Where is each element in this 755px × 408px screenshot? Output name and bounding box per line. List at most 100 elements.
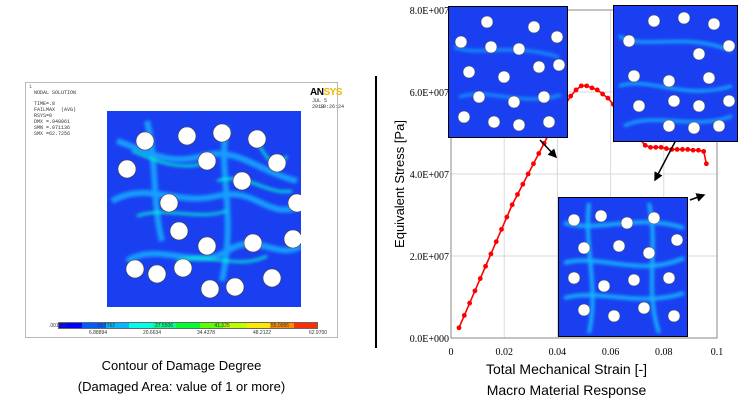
x-tick-0: 0: [449, 347, 454, 358]
data-point-1: [461, 313, 467, 318]
left-caption-line2: (Damaged Area: value of 1 or more): [77, 379, 286, 394]
data-point-22: [573, 87, 579, 93]
x-tick-4: 0.08: [655, 347, 673, 358]
data-point-8: [499, 226, 504, 232]
right-caption-line1: Total Mechanical Strain [-]: [485, 361, 648, 377]
data-point-10: [509, 202, 515, 208]
data-point-39: [664, 146, 669, 151]
x-tick-1: 0.02: [495, 347, 513, 358]
legend-swatch-10: [293, 323, 317, 328]
legend-lower-3: 48.2122: [252, 330, 272, 336]
data-point-9: [504, 214, 510, 220]
right-caption-line2: Macro Material Response: [486, 382, 647, 398]
data-point-4: [477, 276, 483, 281]
data-point-13: [525, 171, 531, 177]
fiber-circles: [117, 123, 301, 299]
data-point-47: [703, 161, 709, 167]
plot-frame: [450, 9, 718, 339]
data-point-45: [695, 147, 701, 153]
data-point-26: [594, 87, 600, 93]
header-line-0: NODAL SOLUTION: [34, 90, 77, 96]
legend-upper-1: 13.7762: [96, 323, 116, 329]
plot-time: 19:26:24: [320, 104, 345, 110]
legend-swatch-6: [199, 323, 224, 328]
data-point-0: [456, 325, 462, 331]
y-tick-3: 6.0E+007: [410, 88, 449, 99]
header-line-5: SMN =.071136: [34, 125, 71, 131]
arrow-pre-peak: [539, 139, 558, 159]
data-point-42: [680, 147, 685, 152]
legend-upper-0: .001725: [48, 323, 68, 329]
arrow-post-peak: [654, 139, 677, 182]
legend-lower-1: 20.6634: [142, 330, 162, 336]
legend-swatch-3: [129, 323, 153, 328]
data-point-37: [653, 144, 659, 150]
data-point-36: [648, 144, 653, 150]
legend-swatch-9: [270, 323, 294, 328]
data-point-14: [531, 161, 536, 167]
callout-arrows: [539, 139, 706, 202]
header-line-2: FAILMAX (AVG): [34, 107, 77, 113]
data-point-23: [578, 83, 584, 89]
data-point-25: [589, 85, 595, 91]
legend-swatch-5: [176, 323, 200, 328]
data-point-44: [690, 147, 696, 153]
y-tick-2: 4.0E+007: [410, 170, 449, 181]
header-line-4: DMX =.040061: [34, 119, 71, 125]
data-point-5: [483, 263, 488, 269]
damage-contour-plot: [107, 111, 301, 307]
legend-lower-4: 62.9700: [308, 330, 328, 336]
data-point-7: [493, 239, 499, 245]
y-axis-label: Equivalent Stress [Pa]: [392, 120, 407, 248]
tick-labels: 0 0.02 0.04 0.06 0.08 0.1 0.0E+000 2.0E+007 4.0E…: [410, 6, 724, 358]
header-line-6: SMX =62.7256: [34, 131, 71, 137]
legend-swatch-7: [223, 323, 247, 328]
data-point-28: [605, 95, 611, 101]
inset-post-peak-contour: [614, 6, 737, 141]
x-tick-2: 0.04: [549, 347, 567, 358]
inset-final: [558, 197, 688, 337]
ansys-contour-panel: 1 NODAL SOLUTION TIME=.8 FAILMAX (AVG) R…: [25, 82, 344, 338]
data-point-3: [472, 288, 478, 294]
legend-upper-4: 55.0995: [270, 323, 290, 329]
data-point-12: [520, 181, 526, 187]
data-point-41: [674, 147, 680, 152]
panel-divider: [375, 76, 377, 348]
legend-swatch-2: [105, 323, 130, 328]
panel-number: 1: [29, 84, 33, 90]
data-point-2: [467, 300, 473, 306]
inset-final-contour: [559, 198, 687, 336]
legend-lower-2: 34.4378: [196, 330, 216, 336]
inset-pre-peak: [448, 6, 568, 138]
legend-upper-2: 27.5506: [154, 323, 174, 329]
data-point-21: [568, 93, 574, 99]
data-point-35: [642, 142, 648, 148]
data-point-24: [584, 83, 590, 89]
legend-swatch-1: [82, 323, 106, 328]
data-point-43: [685, 147, 691, 152]
header-line-3: RSYS=0: [34, 113, 53, 119]
y-tick-1: 2.0E+007: [410, 252, 449, 263]
ansys-logo: ANSYS: [310, 87, 342, 98]
data-point-11: [515, 192, 520, 197]
inset-pre-peak-contour: [449, 7, 567, 137]
x-tick-3: 0.06: [602, 347, 620, 358]
legend-swatch-4: [152, 323, 177, 328]
y-tick-0: 0.0E+000: [410, 334, 449, 345]
data-point-15: [536, 151, 542, 156]
data-point-6: [488, 251, 494, 257]
inset-post-peak: [613, 5, 738, 142]
header-line-1: TIME=.8: [34, 101, 56, 107]
data-point-46: [701, 149, 707, 154]
data-point-38: [658, 144, 664, 150]
data-point-27: [600, 91, 606, 97]
left-caption-line1: Contour of Damage Degree: [101, 358, 262, 373]
legend-swatch-0: [59, 323, 83, 328]
plot-date: JUL 5 2013: [312, 98, 328, 110]
legend-color-bar: [58, 322, 318, 329]
x-tick-5: 0.1: [711, 347, 724, 358]
legend-upper-3: 41.325: [214, 323, 230, 329]
legend-lower-0: 6.88894: [88, 330, 108, 336]
y-tick-4: 8.0E+007: [410, 6, 449, 17]
legend-swatch-8: [246, 323, 271, 328]
